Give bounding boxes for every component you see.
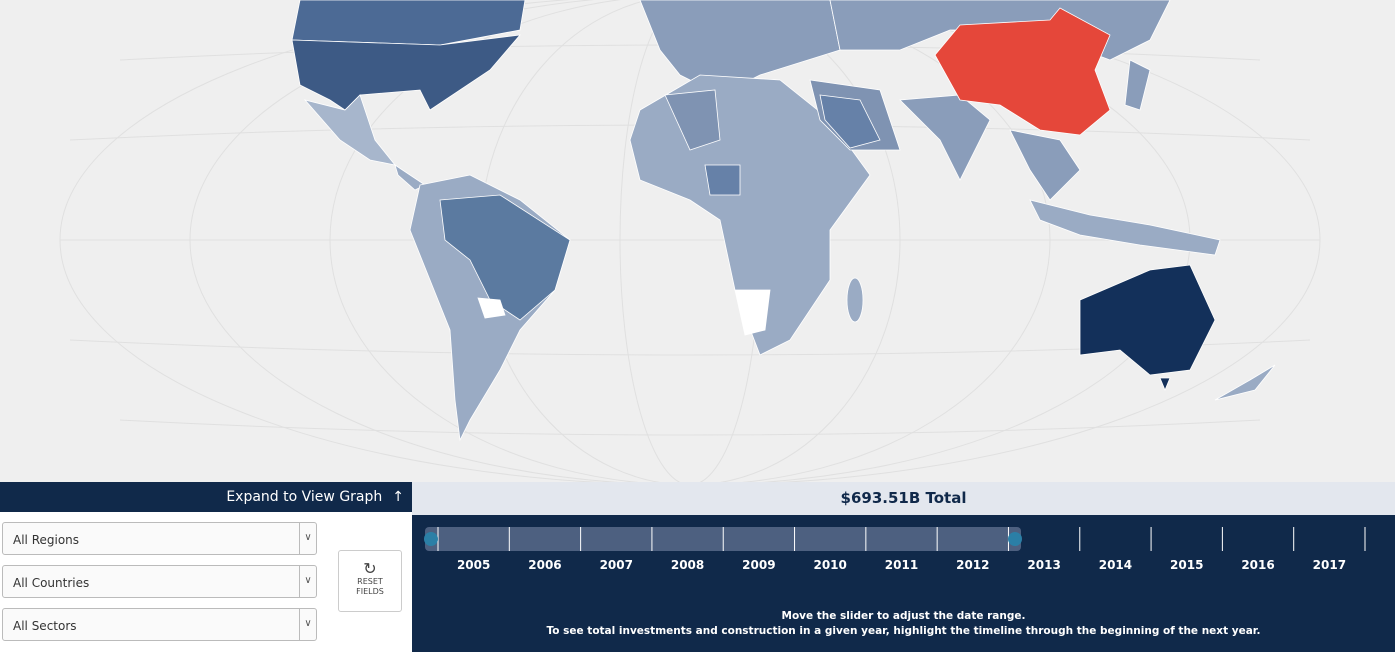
world-map bbox=[59, 0, 1321, 482]
year-label: 2005 bbox=[457, 558, 490, 572]
year-label: 2009 bbox=[742, 558, 775, 572]
year-label: 2015 bbox=[1170, 558, 1203, 572]
select-arrow: ∨ bbox=[299, 609, 316, 640]
slider-handle[interactable] bbox=[1008, 532, 1022, 546]
reset-button[interactable]: ↻ RESET FIELDS bbox=[338, 550, 402, 612]
reset-icon: ↻ bbox=[363, 559, 377, 578]
year-label: 2017 bbox=[1313, 558, 1346, 572]
reset-text: FIELDS bbox=[356, 587, 384, 596]
filter-panel: Expand to View Graph ↑ All Regions ∨ All C… bbox=[0, 482, 412, 652]
region-select[interactable]: All Regions ∨ bbox=[2, 522, 317, 555]
slider-handle[interactable] bbox=[424, 532, 438, 546]
instruction: Move the slider to adjust the date range… bbox=[781, 610, 1026, 622]
expand-bar[interactable]: Expand to View Graph ↑ bbox=[0, 482, 412, 512]
reset-text: RESET bbox=[357, 577, 383, 586]
year-label: 2010 bbox=[813, 558, 846, 572]
timeline-panel: $693.51B Total 2005 2006 2007 2008 2009 2010 2… bbox=[412, 482, 1395, 652]
country-select[interactable]: All Countries ∨ bbox=[2, 565, 317, 598]
select-arrow: ∨ bbox=[299, 566, 316, 597]
arrow-icon: ↑ bbox=[392, 489, 404, 505]
year-label: 2013 bbox=[1027, 558, 1060, 572]
year-label: 2006 bbox=[528, 558, 561, 572]
year-label: 2014 bbox=[1099, 558, 1132, 572]
total-bar: $693.51B Total bbox=[412, 482, 1395, 515]
year-label: 2011 bbox=[885, 558, 918, 572]
select-arrow: ∨ bbox=[299, 523, 316, 554]
select-text: All Countries bbox=[13, 576, 90, 590]
select-text: All Regions bbox=[13, 533, 80, 547]
instruction: To see total investments and constructio… bbox=[546, 625, 1261, 637]
year-label: 2008 bbox=[671, 558, 704, 572]
expand-label[interactable]: Expand to View Graph bbox=[226, 489, 383, 505]
select-text: All Sectors bbox=[13, 619, 77, 633]
year-label: 2012 bbox=[956, 558, 989, 572]
timeline[interactable]: 2005 2006 2007 2008 2009 2010 2011 2012 2013 2014… bbox=[412, 515, 1395, 595]
sector-select[interactable]: All Sectors ∨ bbox=[2, 608, 317, 641]
year-label: 2016 bbox=[1241, 558, 1274, 572]
year-label: 2007 bbox=[600, 558, 633, 572]
